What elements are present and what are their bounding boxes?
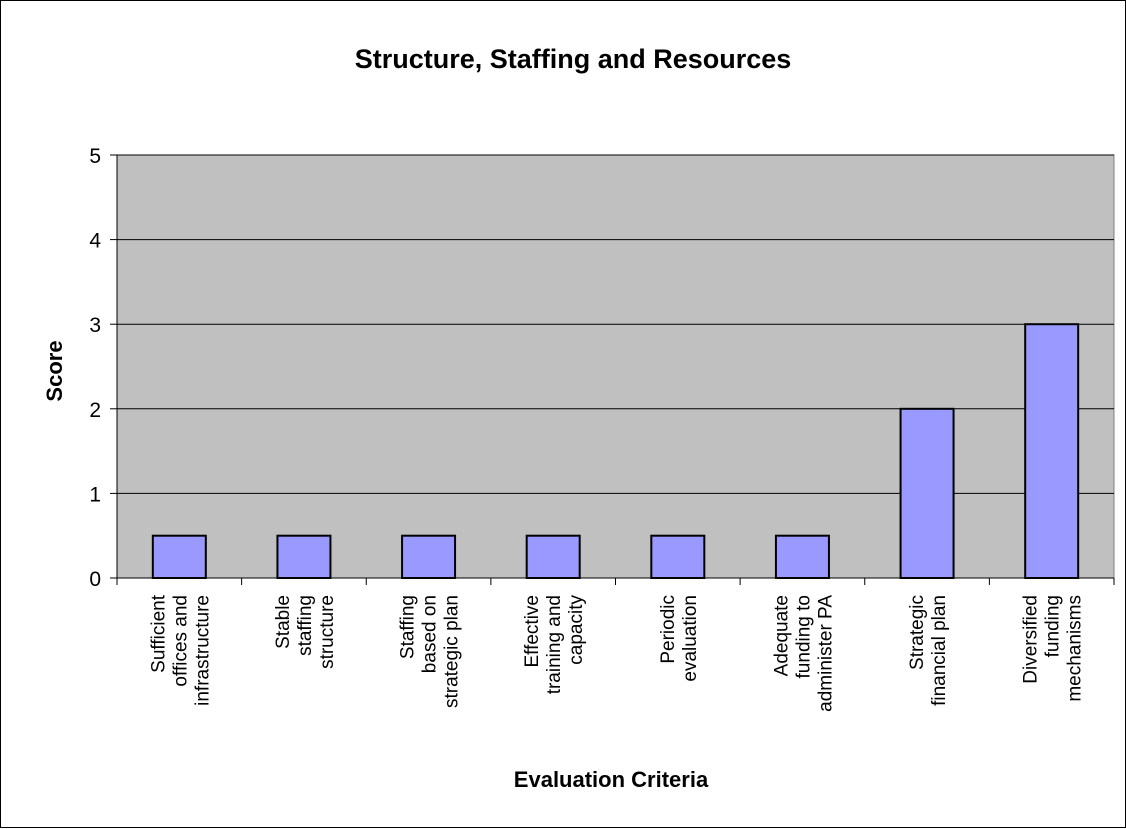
y-tick-label: 1 [89,483,101,506]
y-tick-label: 3 [89,314,101,337]
x-tick-label-line: Sufficient [148,594,169,673]
axes [110,154,1115,585]
x-tick-label: Periodic evaluation [658,595,701,682]
plot-area [116,154,1115,579]
x-tick-label-line: Stable [273,595,294,649]
x-tick-label-line: strategic plan [442,595,463,708]
y-tick-labels: 0 1 2 3 4 5 [89,145,101,591]
bar [899,407,955,579]
bars [151,323,1080,580]
x-tick-label: Staffing based on strategic plan [398,595,463,708]
x-tick-label-line: based on [420,595,441,673]
x-tick-label: Adequate funding to administer PA [771,595,836,712]
x-tick-label-line: funding [1043,595,1064,657]
x-tick-label-line: Diversified [1021,595,1042,684]
x-tick-label-line: mechanisms [1065,595,1086,702]
x-tick-label-line: offices and [170,595,191,687]
x-tick-label-line: administer PA [815,595,836,712]
x-tick-label-line: evaluation [680,595,701,682]
x-tick-label-line: Staffing [398,595,419,659]
x-tick-label-line: funding to [793,595,814,678]
x-tick-label: Diversified funding mechanisms [1021,595,1086,702]
x-axis-title: Evaluation Criteria [514,767,709,792]
chart-title: Structure, Staffing and Resources [355,44,792,74]
y-tick-label: 5 [89,145,101,168]
x-tick-label: Effective training and capacity [522,595,587,695]
x-tick-label: Stable staffing structure [273,595,338,669]
y-axis-title: Score [42,340,67,401]
y-tick-label: 4 [89,230,101,253]
x-tick-label-line: Periodic [658,595,679,664]
x-tick-labels: Sufficient offices and infrastructure Stabl… [148,594,1085,712]
x-tick-label-line: Strategic [907,595,928,670]
x-tick-label-line: capacity [566,595,587,665]
bar [525,534,581,580]
bar [401,534,457,580]
bar [276,534,332,580]
x-tick-label-line: structure [317,595,338,669]
bar [151,534,207,580]
bar [1024,323,1080,580]
y-tick-label: 0 [89,568,101,591]
x-tick-label-line: training and [544,595,565,694]
x-tick-label: Sufficient offices and infrastructure [148,594,213,706]
x-tick-label-line: staffing [295,595,316,656]
x-tick-label-line: Adequate [771,595,792,676]
x-tick-label: Strategic financial plan [907,595,950,706]
y-tick-label: 2 [89,399,101,422]
x-tick-label-line: financial plan [929,595,950,706]
x-tick-label-line: Effective [522,595,543,668]
bar [650,534,706,580]
bar [774,534,830,580]
x-tick-label-line: infrastructure [192,595,213,706]
